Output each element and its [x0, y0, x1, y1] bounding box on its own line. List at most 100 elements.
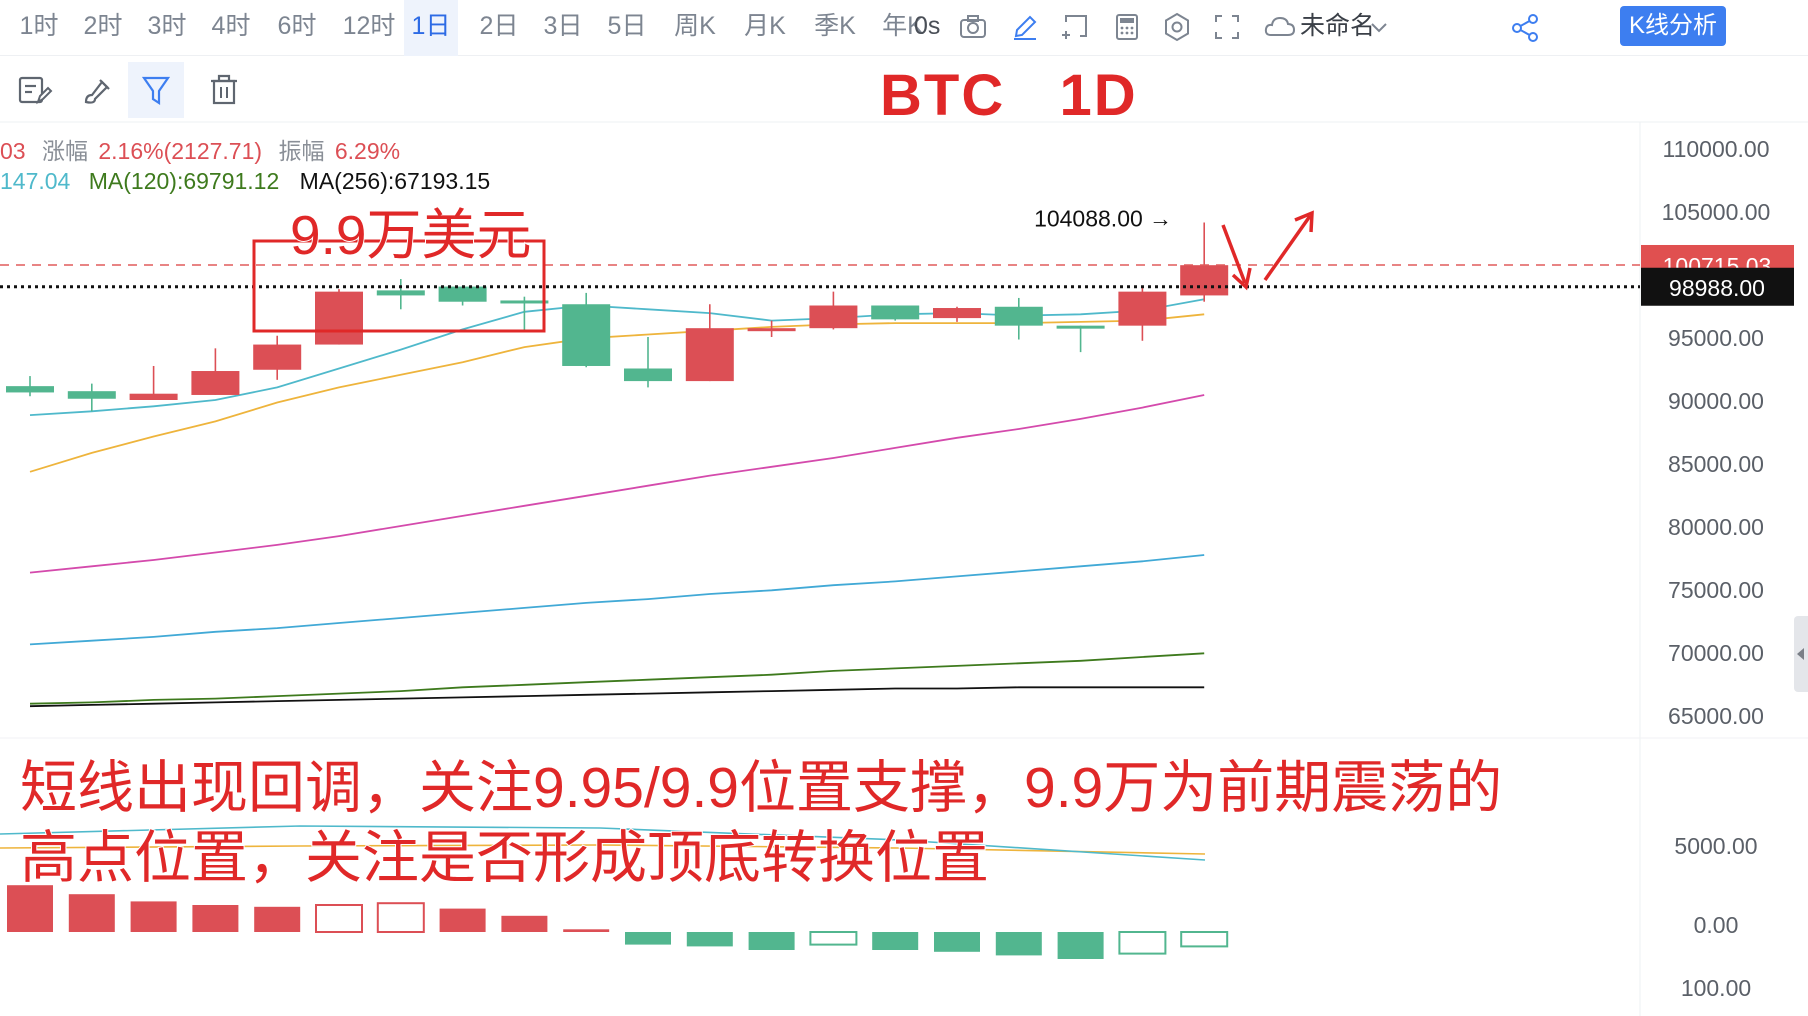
- amplitude-value: 6.29%: [334, 138, 401, 164]
- timeframe-tab[interactable]: 4时: [211, 12, 251, 40]
- y-tick-label: 80000.00: [1668, 514, 1764, 540]
- candle-body: [624, 368, 672, 382]
- timeframe-tab[interactable]: 2日: [479, 12, 519, 40]
- y-tick-label: 65000.00: [1668, 703, 1764, 729]
- candle-body: [438, 286, 487, 302]
- down-arrow-head: [1231, 267, 1252, 291]
- y-tick-label: 85000.00: [1668, 451, 1764, 477]
- cloud-icon[interactable]: [1262, 10, 1298, 44]
- panel-collapse-handle[interactable]: [1794, 616, 1808, 692]
- histogram-bar: [809, 931, 858, 946]
- drawing-toolbar: [0, 58, 260, 122]
- chevron-down-icon[interactable]: [1368, 10, 1390, 44]
- sub-line-cyan: [0, 825, 1206, 861]
- timer-label: 0s: [914, 12, 941, 40]
- pencil-icon[interactable]: [1008, 10, 1042, 44]
- histogram-bar: [1057, 932, 1104, 959]
- histogram-bar: [872, 932, 919, 950]
- candle-body: [191, 371, 240, 395]
- candle-body: [685, 328, 734, 382]
- candle-body: [6, 386, 54, 393]
- histogram-bar: [68, 894, 115, 932]
- change-value: 2.16%(2127.71): [98, 138, 263, 164]
- calculator-icon[interactable]: [1110, 10, 1144, 44]
- timeframe-tab[interactable]: 年K: [882, 12, 924, 40]
- histogram-bar: [315, 904, 363, 933]
- histogram-bar: [995, 932, 1042, 956]
- ma-line-ma-blue: [29, 554, 1205, 646]
- filter-icon[interactable]: [128, 62, 184, 118]
- chart-title: BTC 1D: [879, 62, 1138, 129]
- k-analysis-button[interactable]: K线分析: [1620, 6, 1726, 46]
- settings-icon[interactable]: [1160, 10, 1194, 44]
- timeframe-tab[interactable]: 1日: [404, 0, 458, 56]
- info-prefix: 03: [0, 138, 26, 164]
- candle-body: [1180, 265, 1229, 296]
- sub-y-tick-label: 100.00: [1681, 975, 1751, 1001]
- timeframe-tab[interactable]: 3日: [543, 12, 583, 40]
- timeframe-tab[interactable]: 1时: [19, 12, 59, 40]
- edit-icon[interactable]: [4, 62, 60, 118]
- timeframe-tab[interactable]: 季K: [814, 12, 856, 40]
- histogram-bar: [625, 932, 671, 945]
- histogram-bar: [934, 932, 980, 952]
- histogram-bar: [192, 905, 239, 932]
- brush-icon[interactable]: [68, 62, 124, 118]
- price-info-line: 03 涨幅 2.16%(2127.71) 振幅 6.29%: [0, 132, 400, 166]
- candle-body: [809, 305, 858, 329]
- candle-body: [1056, 325, 1105, 329]
- ma120-value: MA(120):69791.12: [88, 168, 280, 194]
- histogram-bar: [376, 902, 425, 934]
- up-arrow: [1263, 214, 1312, 282]
- workspace-name[interactable]: 未命名: [1300, 12, 1376, 40]
- trash-icon[interactable]: [196, 62, 252, 118]
- fullscreen-icon[interactable]: [1210, 10, 1244, 44]
- histogram-bar: [254, 906, 301, 932]
- candle-body: [253, 344, 302, 370]
- timeframe-tab[interactable]: 6时: [277, 12, 317, 40]
- y-tick-label: 95000.00: [1668, 325, 1764, 351]
- candle-body: [933, 308, 981, 319]
- up-arrow-head: [1294, 210, 1314, 233]
- share-icon[interactable]: [1508, 10, 1542, 44]
- ma-short-value: 147.04: [0, 168, 71, 194]
- down-arrow: [1221, 224, 1247, 284]
- timeframe-tab[interactable]: 3时: [147, 12, 187, 40]
- candle-body: [67, 391, 116, 399]
- ma-info-line: 147.04 MA(120):69791.12 MA(256):67193.15: [0, 168, 490, 195]
- candle-body: [500, 300, 549, 304]
- sub-y-tick-label: 0.00: [1694, 912, 1739, 938]
- ma-line-ma-green: [29, 652, 1205, 705]
- histogram-bar: [130, 901, 177, 932]
- timeframe-tab[interactable]: 周K: [674, 12, 716, 40]
- timeframe-tab[interactable]: 12时: [342, 12, 396, 40]
- current-price-label: 98988.00: [1669, 275, 1765, 301]
- histogram-bar: [1118, 931, 1167, 955]
- timeframe-tab[interactable]: 2时: [83, 12, 123, 40]
- y-tick-label: 75000.00: [1668, 577, 1764, 603]
- sub-y-tick-label: 5000.00: [1674, 833, 1757, 859]
- candle-body: [376, 290, 425, 296]
- ma256-value: MA(256):67193.15: [299, 168, 491, 194]
- camera-icon[interactable]: [956, 10, 990, 44]
- change-label: 涨幅: [41, 138, 88, 164]
- timeframe-tab[interactable]: 月K: [744, 12, 786, 40]
- y-tick-label: 105000.00: [1662, 199, 1771, 225]
- candle-body: [747, 328, 796, 332]
- amplitude-label: 振幅: [278, 138, 325, 164]
- histogram-bar: [748, 932, 795, 950]
- add-panel-icon[interactable]: [1058, 10, 1092, 44]
- note-line-1: 短线出现回调，关注9.95/9.9位置支撑，9.9万为前期震荡的: [19, 755, 1503, 821]
- histogram-bar: [686, 932, 733, 947]
- candle-body: [1118, 291, 1167, 326]
- timeframe-tab[interactable]: 5日: [607, 12, 647, 40]
- current-price-tag: [1641, 267, 1794, 306]
- note-line-2: 高点位置，关注是否形成顶底转换位置: [19, 825, 990, 891]
- candle-body: [129, 393, 178, 400]
- candle-body: [315, 291, 363, 345]
- y-tick-label: 90000.00: [1668, 388, 1764, 414]
- high-price-label: 104088.00 →: [1034, 205, 1172, 231]
- box-annotation-label: 9.9万美元: [289, 203, 532, 267]
- histogram-bar: [7, 885, 53, 932]
